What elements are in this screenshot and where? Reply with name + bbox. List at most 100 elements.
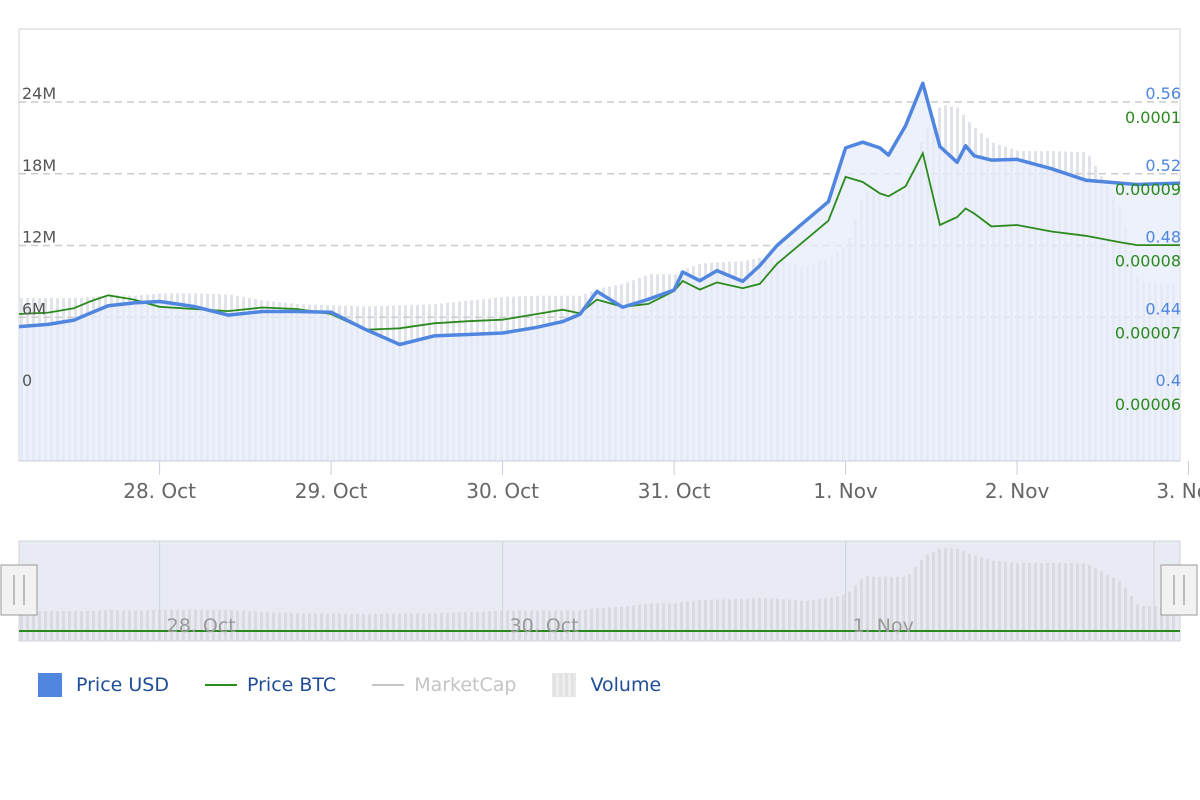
x-tick-label: 28. Oct	[123, 479, 196, 503]
navigator-volume-bar	[344, 613, 347, 641]
legend-label-volume: Volume	[590, 674, 662, 696]
navigator-volume-bar	[92, 610, 95, 641]
navigator-volume-bar	[146, 610, 149, 641]
navigator-volume-bar	[650, 603, 653, 641]
navigator-volume-bar	[908, 573, 911, 641]
navigator-volume-bar	[32, 611, 35, 641]
navigator-volume-bar	[1094, 568, 1097, 641]
navigator-volume-bar	[212, 609, 215, 641]
legend-item-price-usd[interactable]: Price USD	[38, 673, 169, 697]
navigator-labels: 28. Oct 30. Oct 1. Nov	[167, 615, 914, 637]
navigator-volume-bar	[830, 597, 833, 641]
navigator-volume-bar	[746, 598, 749, 641]
navigator-volume-bar	[224, 610, 227, 641]
navigator-grid	[159, 541, 1155, 641]
navigator-volume-bar	[1106, 574, 1109, 641]
navigator-volume-bar	[176, 609, 179, 641]
usd-tick-label: 0.4	[1156, 371, 1181, 390]
volume-tick-label: 0	[22, 371, 32, 390]
x-tick-label: 2. Nov	[985, 479, 1050, 503]
navigator-volume-bar	[740, 599, 743, 641]
navigator[interactable]: 28. Oct 30. Oct 1. Nov	[0, 540, 1198, 642]
navigator-volume-bar	[284, 612, 287, 641]
btc-tick-label: 0.00007	[1115, 323, 1181, 342]
navigator-volume-bar	[1160, 606, 1163, 641]
navigator-volume-bar	[446, 612, 449, 641]
navigator-volume-bar	[956, 548, 959, 641]
navigator-volume-bar	[782, 599, 785, 641]
navigator-volume-bar	[134, 610, 137, 641]
navigator-volume-bar	[704, 599, 707, 641]
volume-tick-label: 18M	[22, 156, 56, 175]
navigator-handle-left[interactable]	[0, 564, 38, 616]
navigator-volume-bar	[722, 599, 725, 641]
navigator-volume-bar	[386, 613, 389, 641]
navigator-volume-bar	[974, 555, 977, 641]
navigator-volume-bar	[428, 613, 431, 641]
navigator-volume-bar	[38, 611, 41, 641]
navigator-volume-bar	[842, 594, 845, 641]
navigator-volume-bar	[194, 609, 197, 641]
navigator-volume-bar	[218, 609, 221, 641]
navigator-volume-bar	[662, 603, 665, 641]
navigator-volume-bar	[674, 603, 677, 641]
navigator-volume-bar	[242, 610, 245, 641]
navigator-volume-bar	[530, 610, 533, 641]
navigator-volume-bar	[236, 610, 239, 641]
navigator-volume-bar	[404, 613, 407, 641]
navigator-volume-bar	[566, 610, 569, 641]
navigator-volume-bar	[62, 611, 65, 641]
legend-label-price-usd: Price USD	[76, 674, 169, 696]
navigator-volume-bar	[464, 612, 467, 641]
navigator-volume-bar	[608, 607, 611, 641]
btc-tick-label: 0.00006	[1115, 395, 1181, 414]
navigator-volume-bar	[488, 611, 491, 641]
navigator-volume-bar	[812, 599, 815, 641]
navigator-handle-right[interactable]	[1160, 564, 1198, 616]
navigator-volume-bar	[524, 610, 527, 641]
navigator-volume-bar	[896, 576, 899, 641]
navigator-volume-bar	[644, 603, 647, 641]
navigator-volume-bar	[866, 576, 869, 641]
volume-tick-label: 6M	[22, 299, 46, 318]
navigator-volume-bar	[692, 600, 695, 641]
usd-axis: 0.4 0.44 0.48 0.52 0.56	[1145, 84, 1181, 390]
navigator-volume-bar	[776, 598, 779, 641]
navigator-volume-bar	[350, 613, 353, 641]
navigator-volume-bar	[800, 600, 803, 641]
navigator-volume-bar	[902, 576, 905, 641]
navigator-volume-bar	[1064, 563, 1067, 641]
navigator-volume-bar	[302, 613, 305, 641]
x-axis: 28. Oct 29. Oct 30. Oct 31. Oct 1. Nov 2. Nov…	[123, 461, 1200, 503]
navigator-volume-bar	[26, 611, 29, 641]
navigator-volume-bar	[80, 611, 83, 641]
volume-axis: 0 6M 12M 18M 24M	[22, 84, 56, 390]
navigator-volume-bar	[926, 555, 929, 641]
price-usd-swatch	[38, 673, 62, 697]
navigator-volume-bar	[1082, 563, 1085, 641]
navigator-volume-bar	[1124, 587, 1127, 641]
navigator-volume-bar	[1112, 577, 1115, 641]
navigator-volume-bar	[542, 610, 545, 641]
navigator-volume-bar	[710, 599, 713, 641]
navigator-volume-bar	[878, 576, 881, 641]
navigator-volume-bar	[1022, 563, 1025, 641]
navigator-volume-bar	[110, 610, 113, 641]
legend-label-price-btc: Price BTC	[247, 674, 337, 696]
navigator-volume-bar	[950, 548, 953, 641]
navigator-volume-bar	[728, 599, 731, 641]
legend-item-price-btc[interactable]: Price BTC	[205, 674, 336, 696]
legend-item-marketcap[interactable]: MarketCap	[372, 674, 516, 696]
navigator-volume-bar	[968, 553, 971, 641]
navigator-volume-bar	[416, 613, 419, 641]
x-tick-label: 3. Nov	[1156, 479, 1200, 503]
legend: Price USD Price BTC MarketCap Volume	[38, 668, 697, 702]
navigator-volume-bar	[98, 610, 101, 641]
navigator-volume-bar	[500, 610, 503, 641]
navigator-volume-bar	[362, 613, 365, 641]
navigator-label: 28. Oct	[167, 615, 236, 637]
legend-item-volume[interactable]: Volume	[552, 673, 661, 697]
navigator-volume-bar	[1136, 604, 1139, 641]
price-btc-swatch	[205, 684, 237, 686]
